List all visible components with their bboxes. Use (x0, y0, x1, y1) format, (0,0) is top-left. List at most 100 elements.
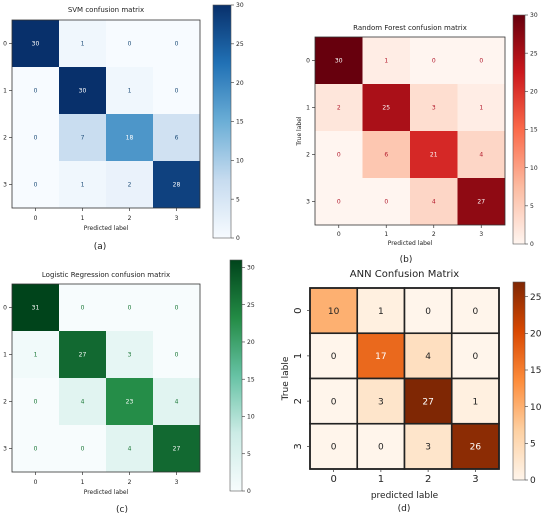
heatmap-cell (153, 425, 200, 472)
heatmap-cell (457, 178, 505, 225)
x-tick-label: 1 (378, 474, 384, 485)
cell-value-label: 2 (128, 182, 132, 189)
cell-value-label: 30 (335, 58, 343, 65)
plot-frame (11, 283, 201, 473)
colorbar-tick-label: 15 (247, 376, 255, 383)
x-tick-label: 1 (81, 479, 85, 486)
cell-value-label: 4 (432, 199, 436, 206)
cell-value-label: 4 (425, 352, 431, 362)
heatmap-cell (59, 20, 106, 67)
heatmap-cell (450, 287, 500, 335)
cell-value-label: 1 (128, 88, 132, 95)
colorbar (229, 259, 243, 492)
heatmap-cell (315, 178, 363, 225)
colorbar-tick-label: 15 (530, 366, 541, 376)
cell-value-label: 0 (331, 443, 337, 453)
cell-value-label: 1 (479, 105, 483, 112)
cell-value-label: 3 (128, 352, 132, 359)
cell-value-label: 0 (384, 199, 388, 206)
heatmap-cell (403, 377, 453, 425)
colorbar-tick-label: 15 (236, 119, 244, 126)
heatmap-cell (410, 37, 458, 84)
colorbar-tick-label: 10 (530, 403, 542, 413)
heatmap-cell (106, 425, 153, 472)
colorbar-tick-label: 20 (530, 88, 538, 95)
colorbar-tick-label: 20 (530, 329, 542, 339)
cell-value-label: 0 (175, 41, 179, 48)
heatmap-cell (153, 331, 200, 378)
heatmap-cell (315, 84, 363, 131)
x-tick-label: 2 (432, 231, 436, 238)
cell-value-label: 0 (175, 352, 179, 359)
y-tick-label: 3 (306, 199, 310, 206)
heatmap-cell (362, 178, 410, 225)
y-axis-label: True label (296, 116, 303, 146)
heatmap-cell (309, 377, 359, 425)
colorbar-tick-label: 10 (236, 157, 244, 164)
x-tick-label: 3 (479, 231, 483, 238)
plot-frame (309, 287, 500, 470)
colorbar-tick-label: 25 (236, 41, 244, 48)
cell-value-label: 28 (173, 182, 181, 189)
colorbar-tick-label: 10 (247, 414, 255, 421)
heatmap-cell (12, 114, 59, 161)
heatmap-cell (457, 84, 505, 131)
heatmap-cell (12, 331, 59, 378)
cell-value-label: 0 (34, 446, 38, 453)
cell-value-label: 2 (337, 105, 341, 112)
y-tick-label: 1 (306, 105, 310, 112)
heatmap-cell (59, 161, 106, 208)
cell-value-label: 1 (81, 182, 85, 189)
cell-value-label: 0 (378, 443, 384, 453)
cell-value-label: 0 (128, 305, 132, 312)
x-tick-label: 3 (175, 215, 179, 222)
heatmap-cell (106, 161, 153, 208)
colorbar-tick-label: 5 (530, 203, 534, 210)
heatmap-cell (403, 422, 453, 470)
y-tick-label: 3 (293, 443, 304, 449)
colorbar (512, 281, 526, 481)
heatmap-cell (12, 67, 59, 114)
cell-value-label: 0 (473, 307, 479, 317)
cell-value-label: 1 (34, 352, 38, 359)
cell-value-label: 27 (422, 397, 433, 407)
x-tick-label: 0 (337, 231, 341, 238)
x-tick-label: 2 (425, 474, 431, 485)
cell-value-label: 18 (126, 135, 134, 142)
cell-value-label: 1 (378, 307, 384, 317)
heatmap-cell (59, 67, 106, 114)
colorbar-tick-label: 5 (247, 451, 251, 458)
cell-value-label: 23 (126, 399, 134, 406)
x-axis-label: Predicted label (388, 240, 433, 247)
cell-value-label: 30 (32, 41, 40, 48)
heatmap-cell (106, 67, 153, 114)
panel-caption: (d) (398, 504, 411, 514)
colorbar-tick-label: 25 (530, 50, 538, 57)
y-tick-label: 0 (293, 307, 304, 313)
colorbar-tick-label: 5 (530, 439, 536, 449)
heatmap-cell (59, 425, 106, 472)
cell-value-label: 0 (34, 182, 38, 189)
heatmap-cell (12, 161, 59, 208)
cell-value-label: 26 (470, 443, 482, 453)
colorbar-tick-label: 0 (530, 241, 534, 248)
colorbar (212, 4, 232, 239)
x-tick-label: 3 (175, 479, 179, 486)
x-tick-label: 2 (128, 215, 132, 222)
cell-value-label: 0 (337, 199, 341, 206)
heatmap-cell (450, 422, 500, 470)
heatmap-cell (153, 67, 200, 114)
colorbar-tick-label: 5 (236, 196, 240, 203)
cell-value-label: 0 (337, 152, 341, 159)
cell-value-label: 0 (81, 446, 85, 453)
panel-caption: (c) (116, 505, 128, 515)
chart-title: SVM confusion matrix (68, 6, 144, 14)
heatmap-cell (410, 178, 458, 225)
cell-value-label: 0 (331, 352, 337, 362)
heatmap-cell (59, 331, 106, 378)
cell-value-label: 7 (81, 135, 85, 142)
heatmap-cell (106, 284, 153, 331)
chart-title: Logistic Regression confusion matrix (42, 271, 170, 279)
cell-value-label: 0 (34, 88, 38, 95)
cell-value-label: 10 (328, 307, 340, 317)
